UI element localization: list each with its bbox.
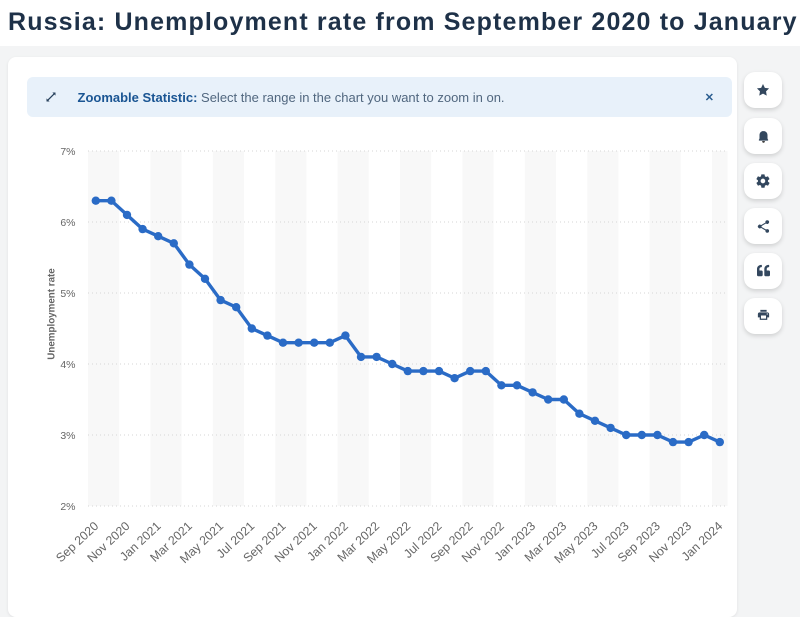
svg-text:7%: 7% (60, 146, 75, 158)
svg-text:3%: 3% (60, 430, 75, 442)
svg-text:Unemployment rate: Unemployment rate (47, 268, 58, 360)
svg-text:5%: 5% (60, 288, 75, 300)
svg-text:2%: 2% (60, 501, 75, 513)
svg-text:4%: 4% (60, 359, 75, 371)
svg-text:6%: 6% (60, 217, 75, 229)
